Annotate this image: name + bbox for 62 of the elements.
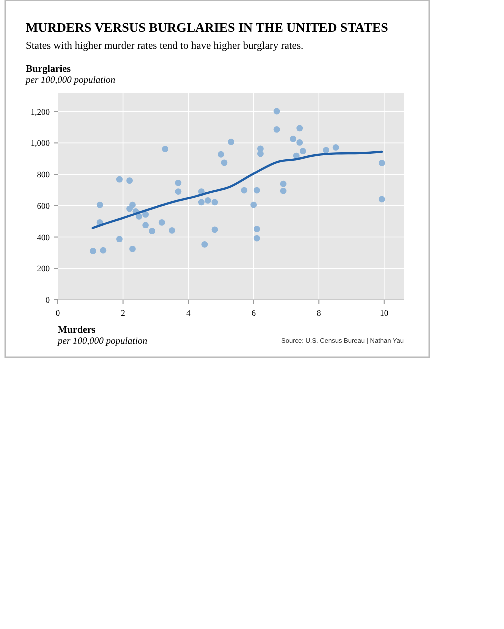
y-tick-label: 200 bbox=[37, 264, 50, 274]
y-tick-label: 400 bbox=[37, 232, 50, 242]
point bbox=[280, 180, 287, 188]
point bbox=[241, 187, 248, 194]
point bbox=[254, 226, 260, 232]
point bbox=[142, 222, 150, 229]
y-axis-title: Burglaries per 100,000 population bbox=[25, 64, 116, 86]
point bbox=[175, 180, 182, 186]
point bbox=[280, 188, 287, 194]
point bbox=[300, 148, 306, 155]
y-tick-label: 1,000 bbox=[30, 138, 50, 148]
point bbox=[212, 226, 218, 234]
point bbox=[254, 235, 260, 242]
point bbox=[250, 202, 258, 208]
point bbox=[221, 160, 228, 166]
point bbox=[202, 241, 208, 248]
x-tick-label: 2 bbox=[121, 308, 126, 318]
point bbox=[254, 187, 260, 194]
x-tick-label: 8 bbox=[317, 308, 322, 318]
point bbox=[96, 202, 104, 208]
x-tick-label: 0 bbox=[56, 308, 60, 318]
line-series bbox=[92, 150, 384, 230]
y-tick-label: 1,200 bbox=[30, 106, 50, 117]
point bbox=[142, 211, 150, 218]
x-tick-label: 6 bbox=[252, 308, 256, 318]
point bbox=[198, 199, 205, 206]
point bbox=[130, 246, 136, 252]
y-tick-label: 800 bbox=[37, 170, 50, 180]
point bbox=[323, 147, 330, 154]
point bbox=[258, 150, 264, 158]
y-tick-label: 0 bbox=[46, 295, 50, 305]
point bbox=[258, 146, 264, 152]
point bbox=[175, 188, 182, 195]
point bbox=[296, 125, 304, 132]
point bbox=[332, 144, 340, 151]
point bbox=[136, 214, 142, 220]
point bbox=[158, 219, 166, 226]
point bbox=[378, 196, 386, 203]
point bbox=[274, 126, 280, 133]
y-tick-label: 600 bbox=[37, 200, 50, 211]
point bbox=[100, 247, 107, 254]
point bbox=[290, 136, 297, 142]
chart-subtitle: States with higher murder rates tend to have higher burglary rates. bbox=[26, 41, 304, 52]
point bbox=[218, 151, 224, 158]
point bbox=[130, 202, 136, 208]
point bbox=[378, 160, 386, 166]
point bbox=[228, 138, 235, 146]
x-tick-label: 4 bbox=[186, 308, 192, 318]
x-tick-label: 10 bbox=[380, 308, 389, 318]
point bbox=[274, 108, 280, 115]
point bbox=[149, 228, 156, 235]
point bbox=[296, 140, 304, 146]
point bbox=[126, 178, 134, 184]
x-axis-title: Murders per 100,000 population bbox=[57, 325, 148, 347]
point bbox=[116, 176, 123, 183]
point bbox=[116, 236, 123, 243]
point bbox=[212, 199, 218, 206]
point bbox=[169, 227, 176, 234]
point bbox=[90, 248, 96, 254]
point bbox=[204, 198, 212, 204]
chart-title: MURDERS VERSUS BURGLARIES IN THE UNITED STATES bbox=[26, 20, 388, 35]
point bbox=[162, 146, 169, 152]
